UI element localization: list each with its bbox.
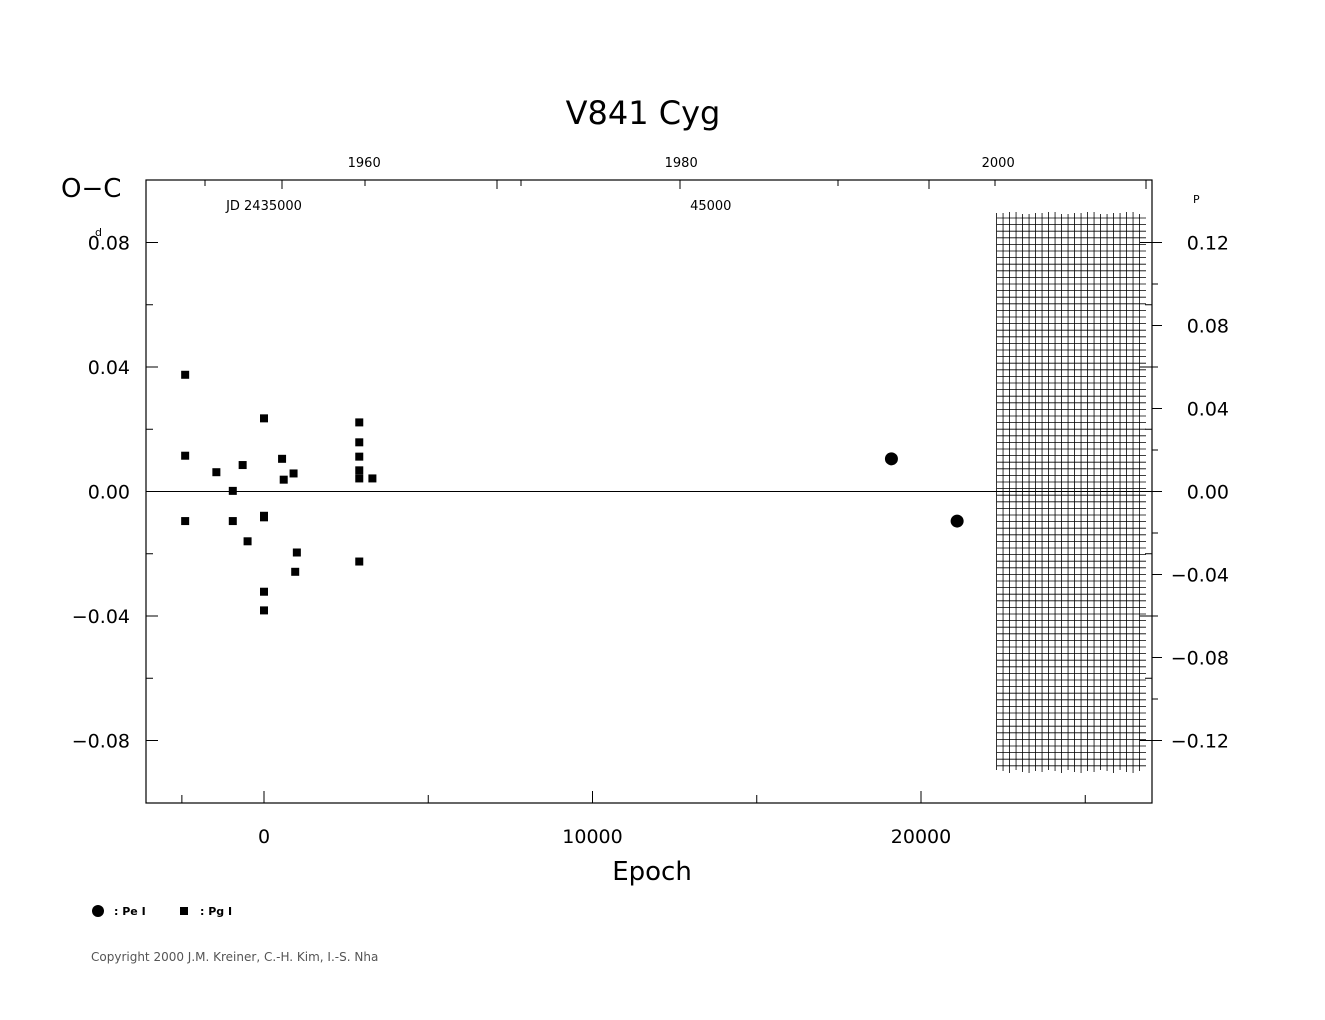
y-tick-label: 0.04 [88,357,130,379]
y-tick-label: 0.00 [88,482,130,504]
y-tick-labels: −0.08 −0.04 0.00 0.04 0.08 [72,233,130,753]
point-pg [355,474,364,483]
point-pg [355,466,364,475]
point-pg [260,606,268,615]
point-pg [355,557,364,566]
point-pg [260,513,268,522]
top-year-label: 1960 [348,156,381,171]
point-pg [292,548,301,557]
hatched-region [996,212,1146,773]
point-pg [355,438,364,447]
y2-tick-label: −0.12 [1171,731,1229,753]
y2-tick-label: 0.12 [1187,233,1229,255]
point-pg [278,454,287,463]
y-tick-label: −0.08 [72,731,130,753]
y-axis-label: O−C [61,174,121,204]
point-pg [243,537,252,546]
point-pg [212,468,221,477]
y2-tick-label: 0.08 [1187,316,1229,338]
axis-ticks [146,180,1162,803]
top-axis-labels: 1960 1980 2000 JD 2435000 45000 [225,156,1015,214]
point-pg [289,469,298,478]
point-pe [950,514,964,528]
top-jd-label: 45000 [690,199,731,214]
x-axis-label: Epoch [612,857,692,887]
point-pg [260,587,268,596]
legend-marker-square [180,907,188,915]
y2-tick-label: −0.04 [1171,565,1229,587]
point-pg [279,475,288,484]
y-axis-unit: d [95,226,102,239]
point-pg [238,461,247,470]
y-tick-label: −0.04 [72,606,130,628]
legend-label-pe: : Pe I [114,905,146,918]
y2-tick-label: 0.00 [1187,482,1229,504]
legend-marker-circle [92,905,104,917]
top-year-label: 1980 [665,156,698,171]
y-tick-label: 0.08 [88,233,130,255]
x-tick-label: 20000 [891,826,951,848]
point-pg [355,452,364,461]
top-jd-label: JD 2435000 [225,199,302,214]
point-pg [260,414,268,423]
point-pg [291,567,300,576]
chart-title: V841 Cyg [566,94,721,132]
x-tick-label: 10000 [562,826,622,848]
y2-tick-label: 0.04 [1187,399,1229,421]
y2-axis-unit: P [1193,193,1200,206]
point-pg [228,486,237,495]
point-pe [884,452,898,466]
point-pg [181,517,190,526]
y2-tick-label: −0.08 [1171,648,1229,670]
top-year-label: 2000 [982,156,1015,171]
point-pg [181,451,190,460]
legend-label-pg: : Pg I [200,905,232,918]
point-pg [181,370,190,379]
point-pg [368,474,377,483]
x-tick-label: 0 [258,826,270,848]
point-pg [355,418,364,427]
x-tick-labels: 0 10000 20000 [258,826,951,848]
point-pg [228,517,237,526]
data-points [181,370,964,615]
y2-tick-labels: −0.12 −0.08 −0.04 0.00 0.04 0.08 0.12 [1171,233,1229,753]
copyright: Copyright 2000 J.M. Kreiner, C.-H. Kim, … [91,950,378,964]
legend: : Pe I : Pg I [92,905,232,918]
